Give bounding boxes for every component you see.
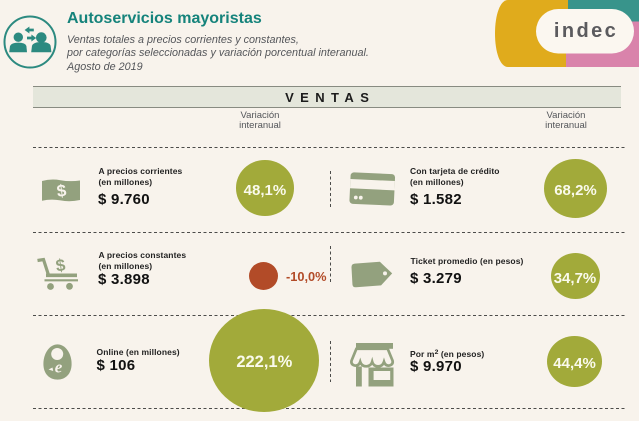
svg-text:$: $: [55, 255, 68, 275]
svg-text:$: $: [56, 180, 68, 200]
svg-text:e: e: [55, 358, 63, 377]
svg-text:indec: indec: [554, 20, 618, 42]
